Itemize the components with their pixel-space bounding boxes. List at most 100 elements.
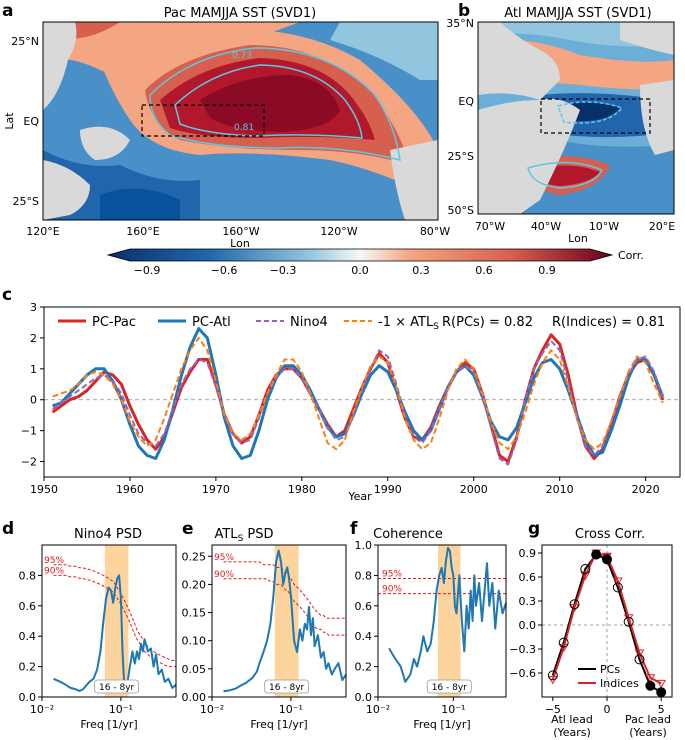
panel-g-xlabel-right: Pac lead [625,713,671,726]
r-pcs-annotation: R(PCs) = 0.82 [442,315,533,330]
panel-b-title: Atl MAMJJA SST (SVD1) [504,6,651,21]
ytick-label: 0.8 [19,569,37,582]
ytick-label: −2 [21,456,37,469]
xtick-label: 10⁻² [30,703,54,716]
sig95-curve [53,564,176,661]
sig95-label: 95% [382,569,402,579]
band-label: 16 - 8yr [432,683,467,693]
ytick-label: 0 [30,394,37,407]
pcs-marker [558,637,569,648]
ytick-label: 0.0 [355,691,373,704]
panel-a-xtick: 120°E [26,225,59,238]
xtick-label: 2020 [632,483,660,496]
ytick-label: 0.10 [182,635,207,648]
panel-d-title: Nino4 PSD [74,527,142,542]
panel-a-ytick: 25°S [13,195,39,208]
panel-b-xtick: 70°W [475,220,505,233]
colorbar-tick: 0.6 [475,264,493,277]
ytick-label: 0.6 [19,600,37,613]
panel-e-title: ATLS PSD [214,527,273,544]
atls-psd-plot: 95%90%16 - 8yr0.250.200.150.100.050.0010… [182,545,347,716]
xtick-label: 1960 [116,483,144,496]
pcs-marker [612,582,623,593]
indices-marker [623,614,634,623]
xtick-label: 0 [604,703,611,716]
panel-f-title: Coherence [373,527,443,542]
panel-a-xlabel: Lon [230,237,250,250]
series-pc-pac [51,333,665,463]
panel-b-ytick: 50°S [448,204,474,217]
ytick-label: 0.00 [182,691,207,704]
ytick-label: −1 [21,425,37,438]
panel-b-ytick: 25°S [448,150,474,163]
sig90-label: 90% [382,585,402,595]
pcs-marker [569,599,580,610]
colorbar: −0.9 −0.6 −0.3 0.0 0.3 0.6 0.9 Corr. [106,248,644,277]
band-label-box [426,679,472,694]
panel-e: e ATLS PSD 95% 90% 16 - 8yr 0.25 0.20 0.15 0.1… [182,519,347,731]
pcs-marker [602,554,612,565]
panel-d-xlabel: Freq [1/yr] [80,718,137,731]
pcs-marker [623,616,634,627]
indices-marker [634,649,645,659]
ytick-label: 0.4 [19,630,37,643]
sig95-label: 95% [44,556,64,566]
ytick-label: 0.05 [182,663,207,676]
indices-marker [645,674,656,683]
ytick-label: 1 [30,363,37,376]
panel-a-ylabel: Lat [3,112,16,130]
ytick-label: 0.2 [19,661,37,674]
panel-d-frame [41,544,177,698]
ytick-label: 0.20 [182,578,207,591]
psd-curve [53,574,177,692]
panel-c: c 3 2 1 0 −1 −2 1950 1960 1970 1980 1990 2000 2010 2… [2,285,681,503]
panel-e-xlabel: Freq [1/yr] [250,718,307,731]
colorbar-tick: −0.6 [211,264,238,277]
band-label-box [264,679,310,694]
ytick-label: 1.0 [355,539,373,552]
panel-d-label: d [2,519,14,539]
xtick-label: 1980 [288,483,316,496]
psd-curve [223,549,347,693]
panel-g-xlabel-left: Atl lead [551,713,593,726]
pcs-marker [580,564,591,574]
ytick-label: 0.8 [355,569,373,582]
panel-f-label: f [350,519,358,539]
panel-g-label: g [528,519,540,539]
indices-marker [580,571,591,581]
sig90-label: 90% [44,566,64,576]
ytick-label: 0.0 [19,691,37,704]
xtick-label: 5 [658,703,665,716]
xtick-label: 10⁻² [200,703,224,716]
legend-label-nino4: Nino4 [290,315,328,330]
atl-box [540,98,651,134]
xtick-label: 1990 [374,483,402,496]
ytick-label: 0.4 [355,630,373,643]
panel-a: a Pac MAMJJA SST (SVD1) 0.73 0.81 Lat 25… [2,1,450,250]
panel-b-ytick: 35°N [446,17,474,30]
xtick-label: 2010 [546,483,574,496]
panel-a-xtick: 120°W [320,225,357,238]
panel-c-frame [43,306,681,478]
panel-a-xtick: 160°W [222,225,259,238]
period-band [104,545,129,697]
panel-c-yticks: 3 2 1 0 −1 −2 [21,301,44,469]
panel-b-ytick: EQ [458,95,474,108]
ytick-label: 0.25 [182,550,207,563]
legend: PC-Pac PC-Atl Nino4 -1 × ATLS R(PCs) = 0… [58,315,665,332]
panel-b-xtick: 40°W [531,220,561,233]
sig95-label: 95% [214,553,234,563]
colorbar-bar [106,248,614,262]
xtick-label: 1970 [202,483,230,496]
panel-f-xlabel: Freq [1/yr] [413,718,470,731]
panel-b-xtick: 10°W [589,220,619,233]
ytick-label: 0.9 [519,547,537,560]
r-indices-annotation: R(Indices) = 0.81 [552,315,665,330]
panel-b-xlabel: Lon [568,232,588,245]
pcs-marker [547,670,558,681]
ytick-label: 2 [30,332,37,345]
xtick-label: 10⁻¹ [441,703,465,716]
